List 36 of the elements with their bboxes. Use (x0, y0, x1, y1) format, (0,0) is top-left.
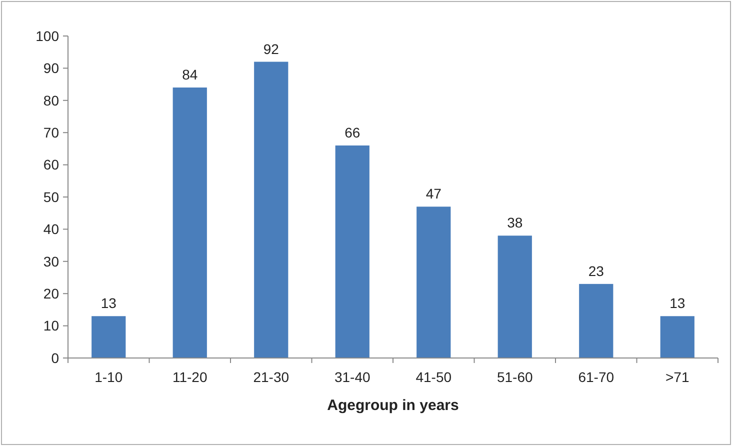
bar (660, 316, 694, 358)
x-tick-label: 21-30 (253, 369, 290, 385)
x-tick-label: 31-40 (334, 369, 370, 385)
x-tick-label: 41-50 (416, 369, 452, 385)
data-label: 92 (263, 40, 280, 57)
y-tick-label: 70 (43, 124, 60, 140)
y-tick-label: 90 (43, 60, 60, 76)
bar (498, 236, 532, 358)
bar (335, 145, 370, 358)
y-tick-label: 80 (43, 92, 60, 108)
x-tick-label: 11-20 (172, 369, 208, 385)
y-tick-label: 10 (43, 318, 60, 334)
bar (254, 62, 288, 358)
x-axis-title: Agegroup in years (327, 397, 459, 414)
y-tick-label: 60 (43, 156, 60, 173)
data-label: 66 (344, 124, 360, 140)
x-tick-label: 51-60 (496, 369, 533, 385)
bar (172, 88, 207, 358)
x-tick-label: 1-10 (94, 369, 123, 385)
data-label: 84 (182, 66, 198, 83)
bar (579, 284, 614, 358)
y-tick-label: 100 (36, 28, 60, 44)
data-label: 38 (507, 214, 523, 231)
x-tick-label: 61-70 (578, 369, 614, 385)
y-tick-label: 20 (43, 286, 60, 302)
x-tick-label: >71 (666, 369, 690, 385)
y-tick-label: 50 (43, 188, 60, 205)
data-label: 47 (426, 186, 442, 202)
data-label: 13 (100, 295, 117, 312)
data-label: 13 (670, 295, 686, 312)
y-tick-label: 30 (43, 253, 60, 270)
y-tick-label: 0 (51, 350, 60, 366)
data-label: 23 (588, 262, 604, 279)
y-tick-label: 40 (43, 221, 60, 238)
bar (92, 316, 126, 358)
bar (416, 206, 451, 358)
